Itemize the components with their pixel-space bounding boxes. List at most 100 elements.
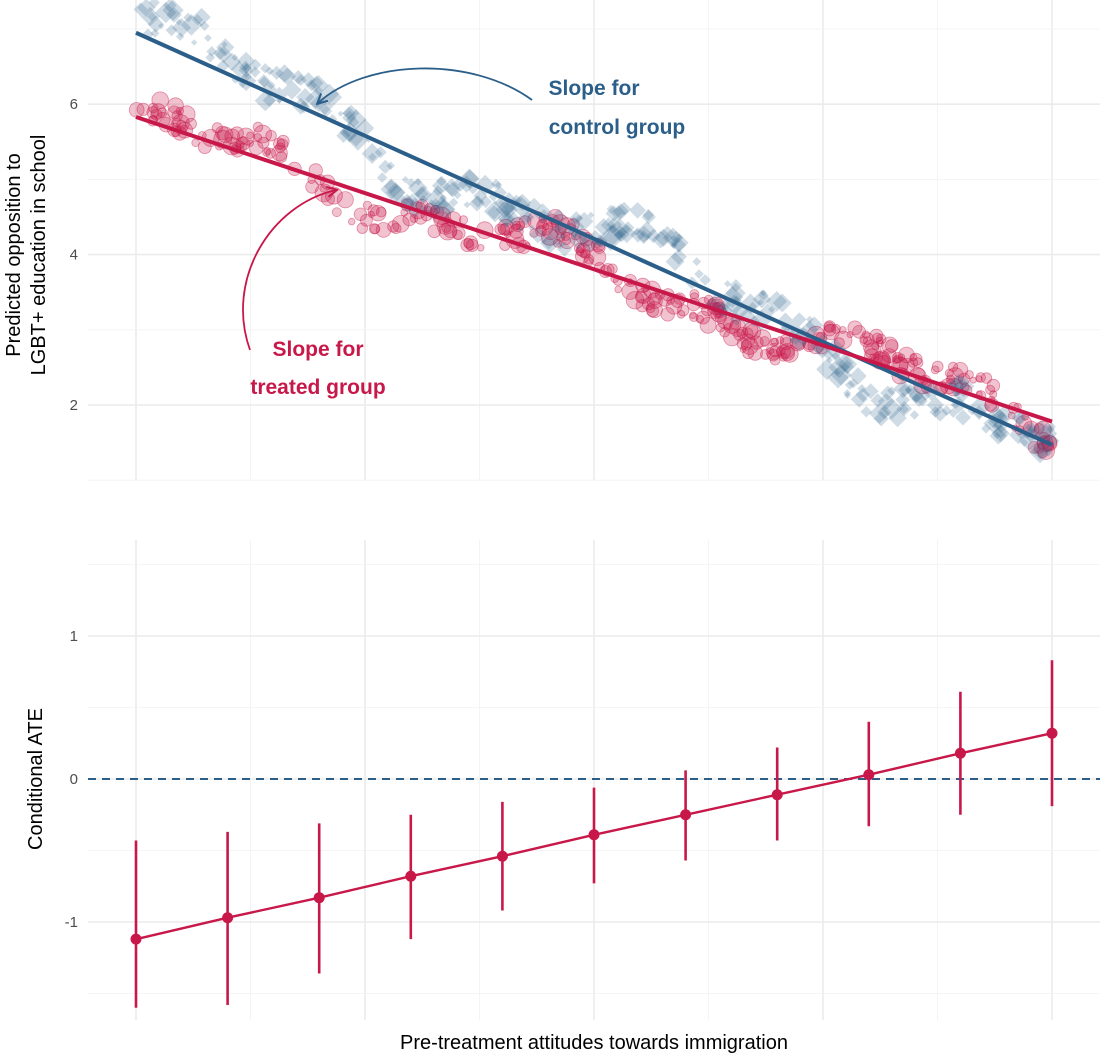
control-point — [378, 159, 393, 174]
treated-point — [513, 223, 521, 231]
control-point — [834, 369, 841, 376]
treated-point — [614, 285, 622, 294]
treated-point — [150, 103, 167, 119]
control-point — [439, 194, 447, 201]
treated-point — [171, 110, 183, 122]
conditional-ate-series — [130, 660, 1058, 1008]
control-point — [654, 228, 673, 247]
control-point — [877, 405, 892, 420]
control-point — [766, 291, 788, 312]
control-point — [559, 233, 567, 241]
treated-point — [769, 345, 781, 358]
control-point — [459, 168, 479, 189]
top-y-axis-title-line-1: Predicted opposition to — [3, 153, 25, 356]
treated-point — [370, 204, 387, 222]
control-point — [1047, 422, 1056, 431]
treated-point — [359, 213, 373, 227]
treated-point — [780, 346, 795, 361]
treated-point — [375, 222, 392, 238]
treated-point — [239, 142, 248, 151]
treated-point — [575, 249, 590, 264]
control-point — [342, 110, 357, 126]
treated-point — [305, 180, 319, 194]
treated-point — [443, 224, 458, 239]
control-point — [844, 380, 855, 390]
control-point — [831, 351, 841, 362]
treated-point — [573, 242, 585, 254]
control-point — [183, 12, 194, 23]
treated-point — [271, 144, 288, 162]
control-point — [837, 354, 858, 374]
control-point — [981, 423, 991, 434]
treated-point — [975, 375, 983, 383]
treated-point — [945, 374, 956, 385]
control-point — [826, 356, 833, 364]
control-point — [665, 252, 685, 271]
treated-point — [893, 354, 902, 364]
treated-fit-line — [135, 115, 1053, 424]
control-point — [442, 178, 461, 197]
treated-point — [646, 301, 663, 319]
control-point — [896, 400, 912, 417]
treated-point — [689, 311, 697, 319]
control-point — [383, 179, 398, 194]
treated-point — [882, 348, 897, 364]
treated-point — [368, 223, 380, 235]
control-point — [569, 211, 583, 225]
treated-point — [765, 342, 783, 360]
treated-point — [897, 353, 906, 362]
control-point — [431, 176, 451, 195]
treated-point — [1033, 423, 1045, 434]
treated-point — [769, 337, 779, 347]
control-point — [911, 391, 927, 407]
control-point — [850, 390, 868, 408]
treated-point — [776, 344, 791, 360]
control-point — [870, 393, 885, 408]
control-point — [760, 289, 767, 297]
treated-point — [356, 222, 369, 234]
control-point — [155, 1, 177, 24]
control-point — [670, 248, 687, 265]
treated-point — [1027, 441, 1041, 454]
control-point — [636, 230, 651, 245]
control-annotation-line-1: Slope for — [548, 77, 639, 100]
treated-point — [452, 229, 463, 240]
treated-point — [273, 137, 286, 150]
control-point — [633, 228, 641, 236]
treated-point — [715, 322, 726, 333]
treated-point — [769, 354, 781, 366]
treated-point — [898, 346, 915, 364]
control-point — [376, 172, 388, 183]
control-point — [408, 178, 428, 198]
treated-point — [402, 212, 417, 227]
control-point — [199, 21, 210, 31]
control-point — [348, 116, 360, 128]
control-point — [237, 51, 256, 70]
treated-annotation-arrow — [242, 190, 336, 351]
treated-point — [625, 291, 645, 310]
treated-point — [869, 328, 884, 343]
control-point — [140, 6, 160, 27]
control-point — [486, 205, 502, 220]
control-point — [898, 404, 909, 415]
control-point — [425, 188, 448, 210]
control-point — [840, 360, 855, 374]
control-point — [955, 409, 971, 426]
control-point — [221, 41, 228, 48]
ate-point — [954, 747, 966, 759]
control-point — [204, 34, 212, 42]
control-point — [989, 427, 1007, 445]
treated-point — [262, 148, 271, 157]
control-point — [434, 196, 450, 212]
treated-point — [699, 316, 717, 334]
treated-point — [167, 105, 181, 119]
treated-point — [909, 352, 923, 366]
treated-point — [348, 217, 356, 226]
control-point — [898, 383, 912, 397]
control-point — [528, 224, 535, 232]
control-point — [490, 178, 502, 190]
treated-point — [518, 215, 532, 228]
control-point — [300, 72, 316, 88]
control-point — [267, 81, 276, 90]
control-point — [171, 18, 192, 38]
